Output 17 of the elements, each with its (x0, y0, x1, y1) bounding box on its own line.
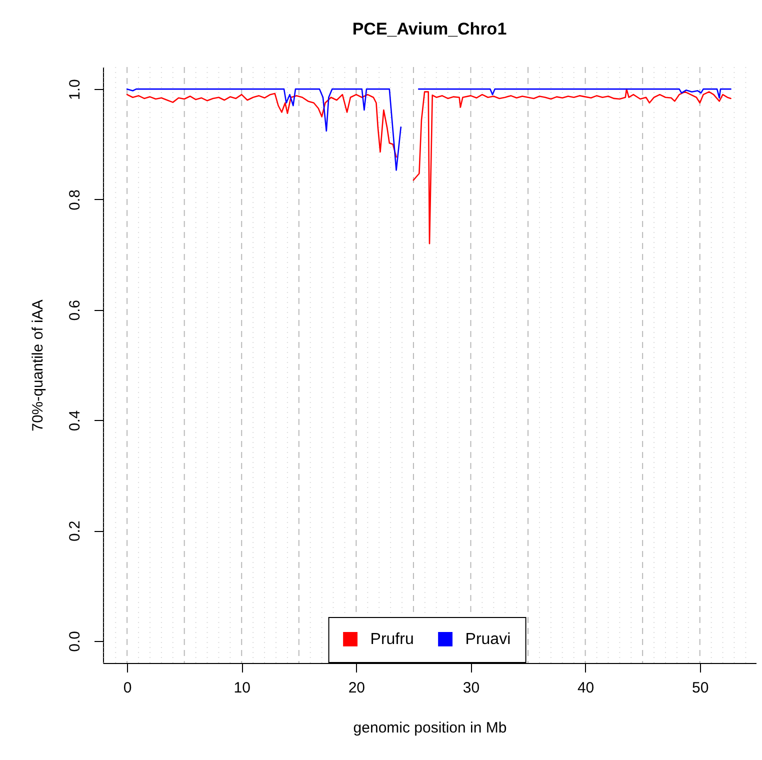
y-tick-label: 0.6 (66, 300, 84, 321)
y-tick-label: 0.0 (66, 630, 84, 652)
x-tick-label: 10 (234, 680, 250, 696)
y-tick-label: 0.2 (66, 520, 84, 542)
y-tick-label: 0.8 (66, 190, 84, 210)
x-tick-label: 30 (462, 680, 480, 696)
x-tick-label: 20 (348, 680, 366, 696)
legend-label: Pruavi (465, 631, 511, 648)
y-tick-label: 0.4 (66, 410, 84, 432)
y-axis-title: 70%-quantile of iAA (30, 300, 46, 432)
y-tick-label: 1.0 (66, 79, 84, 100)
chart-title: PCE_Avium_Chro1 (352, 20, 507, 38)
x-tick-label: 50 (692, 680, 709, 696)
x-tick-label: 0 (123, 680, 132, 696)
x-axis-title: genomic position in Mb (353, 720, 507, 736)
x-tick-label: 40 (577, 680, 594, 696)
legend-label: Prufru (370, 631, 414, 648)
